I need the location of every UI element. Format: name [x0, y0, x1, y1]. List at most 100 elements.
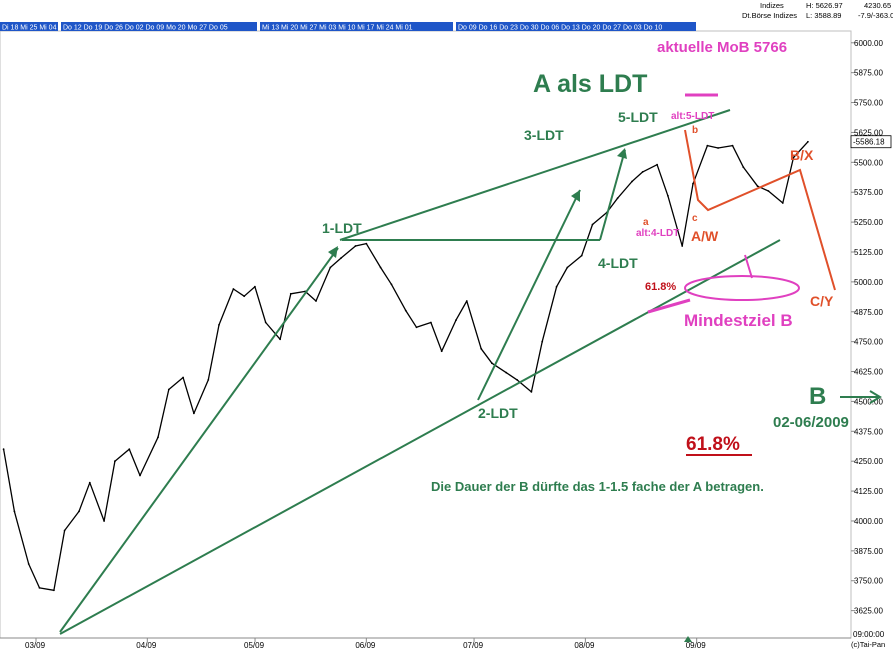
price-point	[53, 589, 55, 592]
price-point	[38, 587, 41, 589]
y-tick-label: 3875.00	[854, 547, 883, 556]
wave-1-arrow	[59, 247, 339, 633]
price-point	[243, 295, 246, 298]
price-point	[193, 412, 195, 415]
wave-3-arrow	[477, 189, 581, 401]
price-point	[692, 182, 694, 185]
date-header-label: Do 09 Do 16 Do 23 Do 30 Do 06 Do 13 Do 2…	[458, 25, 662, 32]
date-header-label: Do 12 Do 19 Do 26 Do 02 Do 09 Mo 20 Mo 2…	[63, 25, 228, 32]
price-point	[329, 266, 332, 269]
price-point	[78, 510, 80, 513]
y-tick-label: 4500.00	[854, 397, 883, 406]
price-point	[480, 347, 483, 350]
price-point	[580, 254, 583, 257]
y-tick-label: 3625.00	[854, 607, 883, 616]
y-tick-label: 5875.00	[854, 69, 883, 78]
price-point	[505, 371, 508, 374]
y-tick-label: 5375.00	[854, 188, 883, 197]
aw-label: A/W	[691, 228, 719, 244]
x-tick-label: 04/09	[136, 641, 157, 650]
price-point	[27, 563, 30, 565]
y-axis: 3625.00 3750.00 3875.00 4000.00 4125.00 4250.…	[850, 39, 892, 649]
x-tick-label: 06/09	[355, 641, 376, 650]
y-tick-label: 4375.00	[854, 427, 883, 436]
y-tick-label: 4000.00	[854, 517, 883, 526]
price-point	[340, 257, 342, 259]
x-tick-label: 09/09	[686, 641, 707, 650]
price-point	[2, 448, 5, 451]
price-point	[706, 144, 709, 147]
price-point	[731, 144, 734, 147]
alt-4-label: alt:4-LDT	[636, 228, 679, 239]
wave-3-arrowhead	[571, 190, 580, 202]
x-tick-label: 08/09	[574, 641, 595, 650]
price-point	[218, 324, 220, 326]
dt-boerse-label: Dt.Börse Indizes	[742, 11, 797, 20]
target-markers	[647, 93, 800, 314]
x-axis: 03/09 04/09 05/09 06/09 07/09 08/09 09/09	[0, 637, 851, 650]
y-tick-label: 3750.00	[854, 577, 883, 586]
price-point	[182, 376, 185, 379]
copyright-label: (c)Tai-Pan	[851, 640, 885, 649]
upper-trendline	[339, 109, 731, 241]
target-tick	[744, 254, 753, 279]
target-pointer	[647, 298, 691, 314]
wave-5-arrowhead	[617, 148, 627, 159]
date-header-label: Di 18 Mi 25 Mi 04	[2, 25, 57, 32]
x-tick-label: 05/09	[244, 641, 265, 650]
y-tick-label: 5125.00	[854, 248, 883, 257]
x-tick-label: 07/09	[463, 641, 484, 650]
y-tick-label: 5625.00	[854, 128, 883, 137]
price-point	[807, 140, 809, 143]
y-tick-label: 5000.00	[854, 278, 883, 287]
date-header-bar	[0, 22, 58, 31]
time-marker	[684, 636, 692, 642]
date-header-bar	[456, 22, 696, 31]
date-header-bar	[61, 22, 257, 31]
price-point	[430, 321, 432, 324]
price-point	[756, 185, 759, 188]
y-tick-label: 5750.00	[854, 99, 883, 108]
big-b-label: B	[809, 383, 826, 410]
price-point	[656, 163, 658, 166]
y-tick-label: 4750.00	[854, 338, 883, 347]
price-point	[167, 388, 170, 391]
sub-wave-b: b	[692, 125, 698, 136]
fib-big-label: 61.8%	[686, 434, 740, 455]
price-point	[13, 510, 16, 513]
wave-5-arrow	[599, 149, 626, 241]
price-point	[440, 350, 443, 353]
price-point	[88, 481, 91, 484]
price-point	[641, 171, 644, 173]
price-point	[491, 362, 493, 365]
date-header-bar	[260, 22, 453, 31]
price-point	[264, 321, 267, 324]
price-point	[742, 166, 745, 169]
y-tick-label: 6000.00	[854, 39, 883, 48]
price-point	[781, 202, 784, 204]
projection-path	[684, 129, 836, 291]
y-tick-label: 4125.00	[854, 487, 883, 496]
price-point	[667, 194, 669, 197]
price-point	[681, 245, 684, 247]
price-point	[530, 391, 533, 393]
sub-wave-a: a	[643, 217, 649, 228]
price-point	[390, 283, 393, 286]
price-point	[365, 242, 368, 245]
b-arrow	[840, 390, 882, 404]
wave-5-label: 5-LDT	[618, 109, 658, 125]
mindestziel-label: Mindestziel B	[684, 311, 793, 330]
price-point	[616, 197, 619, 200]
low-value: L: 3588.89	[806, 11, 841, 20]
current-price-box	[850, 135, 892, 149]
index-value: 4230.65	[864, 1, 891, 10]
wave-1-arrowhead	[328, 246, 338, 258]
mob-label: aktuelle MoB 5766	[657, 39, 787, 56]
price-point	[404, 309, 407, 312]
bx-label: B/X	[790, 147, 814, 163]
price-point	[566, 266, 569, 269]
price-point	[455, 319, 457, 321]
price-point	[516, 379, 518, 381]
